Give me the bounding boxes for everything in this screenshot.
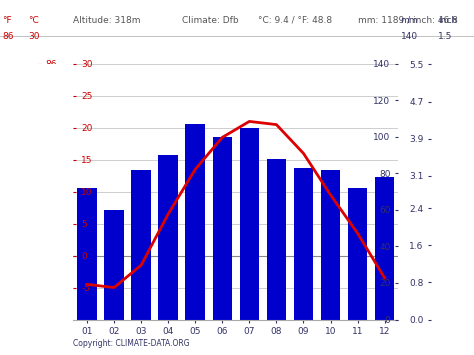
Bar <box>185 124 205 320</box>
Text: mm: 1189 / inch: 46.8: mm: 1189 / inch: 46.8 <box>358 16 458 25</box>
Bar <box>239 128 259 320</box>
Text: °C: °C <box>28 16 39 25</box>
Text: 1.5: 1.5 <box>438 32 453 41</box>
Bar <box>321 170 340 320</box>
Bar <box>267 159 286 320</box>
Text: 30: 30 <box>28 32 40 41</box>
Bar <box>348 188 367 320</box>
Text: Climate: Dfb: Climate: Dfb <box>182 16 239 25</box>
Text: 86: 86 <box>2 32 14 41</box>
Bar <box>131 170 151 320</box>
Text: 140: 140 <box>401 32 418 41</box>
Text: °F: °F <box>2 16 12 25</box>
Bar <box>158 155 178 320</box>
Text: Altitude: 318m: Altitude: 318m <box>73 16 141 25</box>
Bar <box>375 177 394 320</box>
Text: Copyright: CLIMATE-DATA.ORG: Copyright: CLIMATE-DATA.ORG <box>73 339 190 348</box>
Text: inch: inch <box>438 16 457 25</box>
Bar <box>212 137 232 320</box>
Text: °C: 9.4 / °F: 48.8: °C: 9.4 / °F: 48.8 <box>258 16 332 25</box>
Bar <box>104 210 124 320</box>
Bar <box>294 168 313 320</box>
Text: mm: mm <box>401 16 418 25</box>
Bar <box>77 188 97 320</box>
